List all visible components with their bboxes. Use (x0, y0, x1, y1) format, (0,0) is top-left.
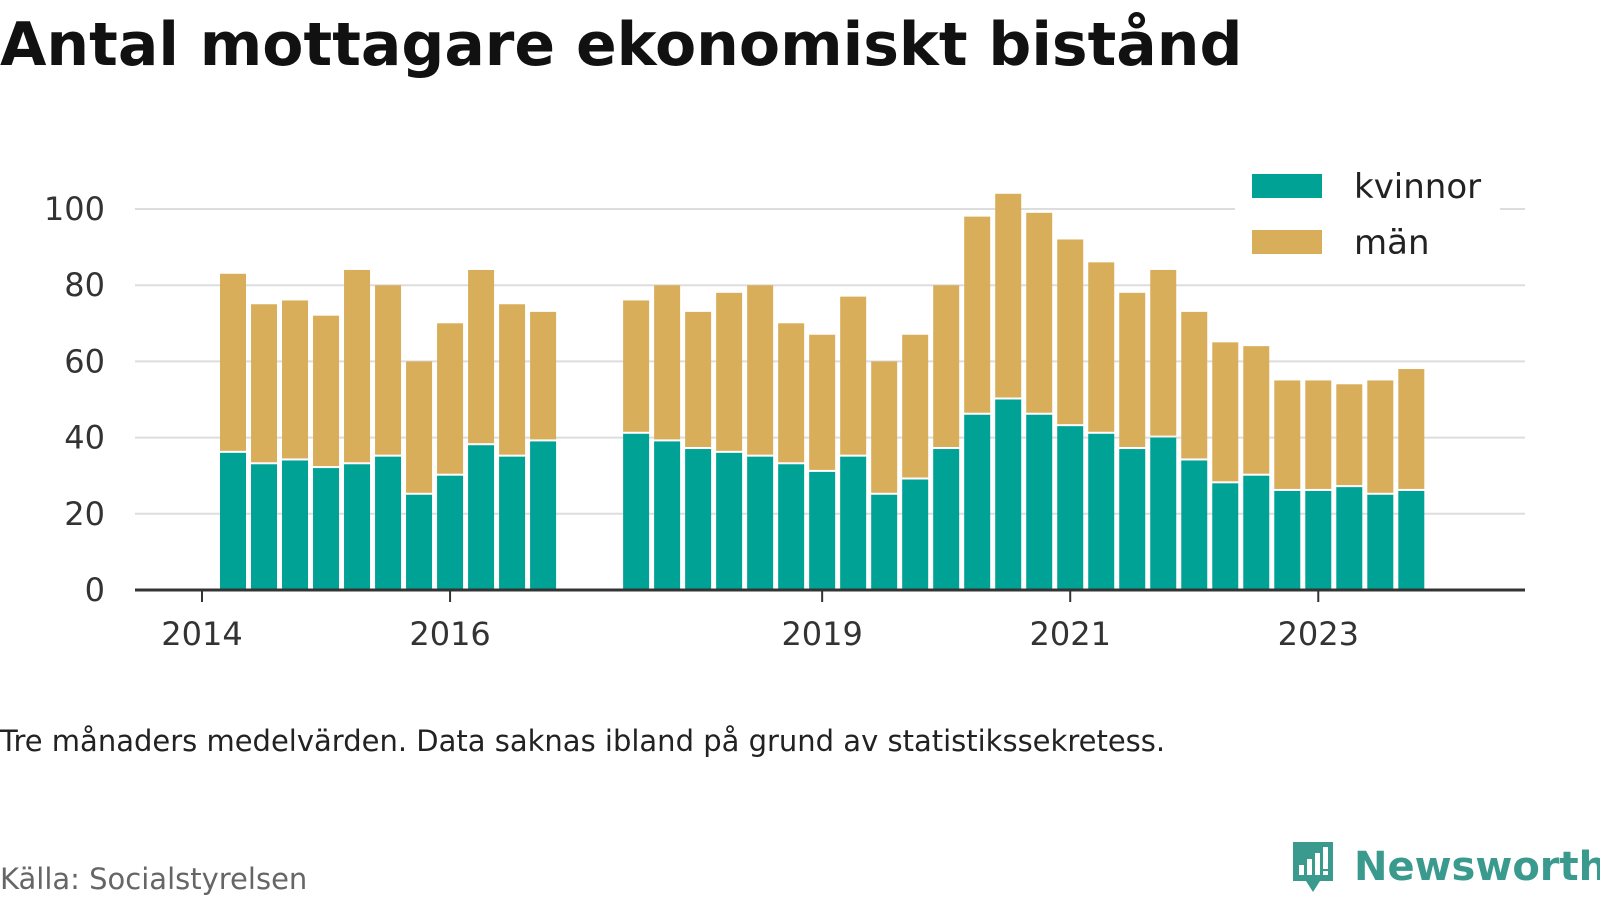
bar-kvinnor (1212, 483, 1239, 590)
bar-man (530, 311, 557, 440)
bar-man (1367, 380, 1394, 493)
y-tick-label: 0 (85, 571, 105, 609)
bar-man (1305, 380, 1332, 489)
x-tick-label: 2023 (1278, 615, 1359, 653)
legend-label: kvinnor (1354, 167, 1481, 207)
bar-man (468, 269, 495, 444)
bar-man (778, 323, 805, 463)
y-tick-label: 80 (64, 266, 105, 304)
bar-man (1243, 346, 1270, 474)
y-tick-label: 40 (64, 419, 105, 457)
newsworthy-chart-bubble-icon (1293, 842, 1333, 892)
legend-label: män (1354, 223, 1430, 263)
bar-man (375, 285, 402, 455)
bar-kvinnor (499, 456, 526, 590)
x-tick-label: 2016 (409, 615, 490, 653)
brand: Newsworthy (1290, 838, 1600, 896)
bar-kvinnor (1398, 490, 1425, 590)
bar-kvinnor (1305, 490, 1332, 590)
legend: kvinnor män (1235, 167, 1500, 280)
bar-man (1150, 269, 1177, 436)
bar-kvinnor (685, 449, 712, 590)
bar-man (685, 311, 712, 448)
bar-kvinnor (282, 460, 309, 590)
bar-kvinnor (778, 464, 805, 590)
bar-man (623, 300, 650, 432)
bar-man (840, 296, 867, 455)
stacked-bar-chart: 0 20 40 60 80 100 2014 2016 2019 2021 2023 kvinnor… (44, 167, 1525, 653)
bar-kvinnor (995, 399, 1022, 590)
bar-kvinnor (530, 441, 557, 590)
brand-name: Newsworthy (1354, 844, 1600, 890)
bar-man (1336, 384, 1363, 486)
bar-kvinnor (1181, 460, 1208, 590)
bar-kvinnor (716, 452, 743, 590)
bar-man (809, 334, 836, 470)
legend-swatch (1252, 230, 1322, 254)
bar-man (1057, 239, 1084, 425)
bar-man (437, 323, 464, 474)
bars (220, 193, 1425, 590)
bar-man (282, 300, 309, 459)
x-tick-label: 2019 (781, 615, 862, 653)
chart-note: Tre månaders medelvärden. Data saknas ib… (0, 724, 1166, 758)
axes: 0 20 40 60 80 100 2014 2016 2019 2021 2023 (44, 190, 1525, 653)
bar-man (933, 285, 960, 448)
bar-man (1212, 342, 1239, 482)
bar-man (902, 334, 929, 478)
bar-man (251, 304, 278, 463)
bar-man (716, 292, 743, 451)
bar-kvinnor (933, 449, 960, 590)
bar-man (654, 285, 681, 440)
bar-kvinnor (375, 456, 402, 590)
bar-kvinnor (1150, 437, 1177, 590)
bar-man (1274, 380, 1301, 489)
bar-kvinnor (344, 464, 371, 590)
y-tick-label: 60 (64, 342, 105, 380)
bar-kvinnor (964, 414, 991, 590)
y-tick-label: 100 (44, 190, 105, 228)
bar-man (220, 273, 247, 451)
bar-kvinnor (623, 433, 650, 590)
bar-kvinnor (1026, 414, 1053, 590)
bar-man (499, 304, 526, 455)
bar-kvinnor (1088, 433, 1115, 590)
legend-swatch (1252, 174, 1322, 198)
source-note: Källa: Socialstyrelsen (0, 862, 308, 896)
x-tick-label: 2021 (1030, 615, 1111, 653)
bar-kvinnor (1243, 475, 1270, 590)
bar-kvinnor (468, 445, 495, 590)
bar-kvinnor (1057, 426, 1084, 590)
bar-kvinnor (871, 494, 898, 590)
bar-kvinnor (1274, 490, 1301, 590)
bar-man (344, 269, 371, 463)
bar-kvinnor (406, 494, 433, 590)
bar-man (871, 361, 898, 493)
bar-kvinnor (747, 456, 774, 590)
bar-kvinnor (809, 471, 836, 590)
bar-man (1026, 212, 1053, 413)
x-tick-label: 2014 (161, 615, 242, 653)
bar-kvinnor (220, 452, 247, 590)
bar-man (1088, 262, 1115, 432)
bar-kvinnor (1336, 487, 1363, 590)
bar-kvinnor (840, 456, 867, 590)
bar-man (995, 193, 1022, 398)
bar-man (313, 315, 340, 467)
bar-kvinnor (313, 468, 340, 590)
bar-kvinnor (654, 441, 681, 590)
y-tick-label: 20 (64, 495, 105, 533)
bar-man (747, 285, 774, 455)
bar-man (1119, 292, 1146, 448)
bar-kvinnor (1119, 449, 1146, 590)
bar-kvinnor (902, 479, 929, 590)
bar-man (1181, 311, 1208, 459)
bar-man (1398, 369, 1425, 489)
bar-man (406, 361, 433, 493)
bar-man (964, 216, 991, 413)
bar-kvinnor (251, 464, 278, 590)
chart-title: Antal mottagare ekonomiskt bistånd (0, 10, 1243, 80)
bar-kvinnor (1367, 494, 1394, 590)
bar-kvinnor (437, 475, 464, 590)
